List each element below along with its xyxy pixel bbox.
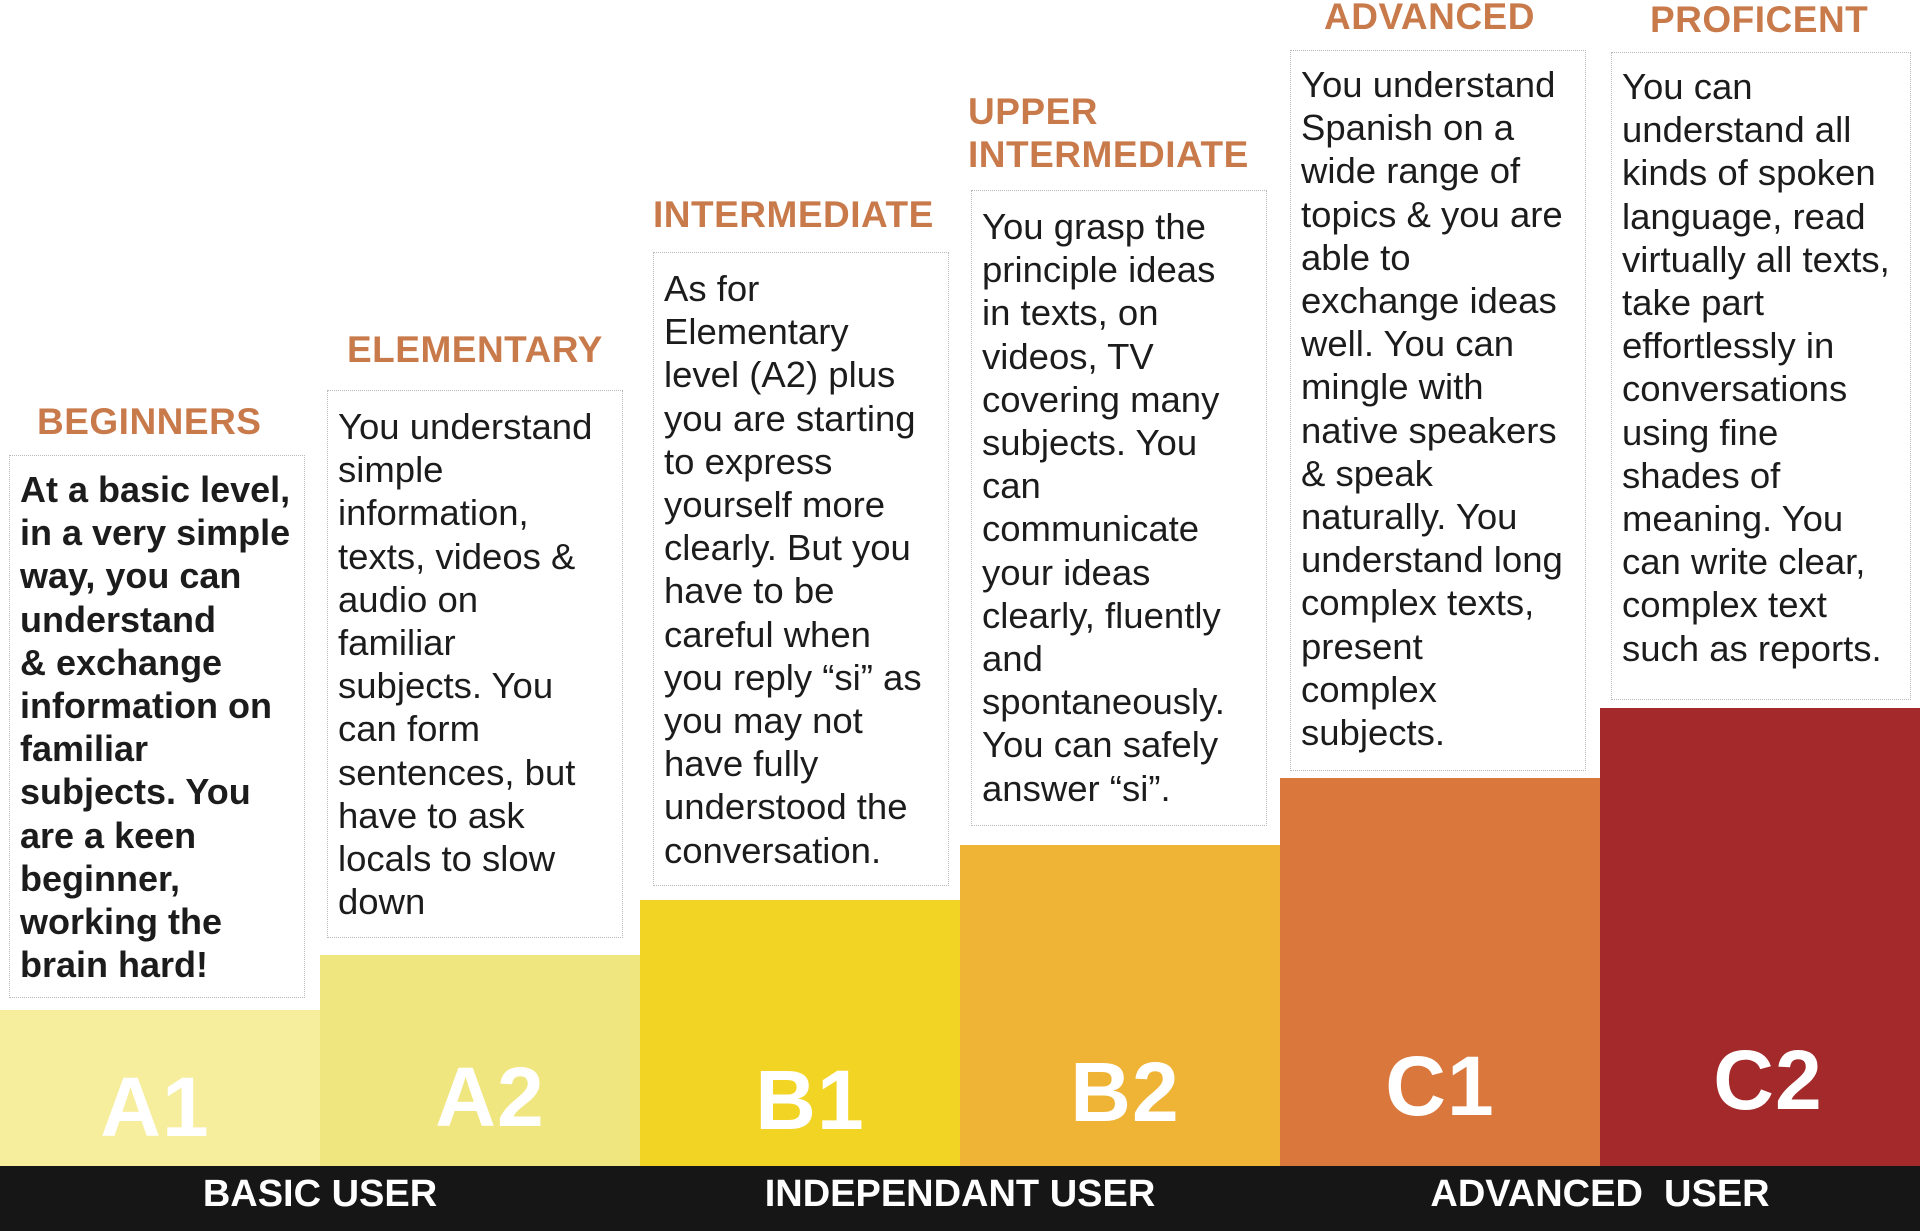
level-description-a1: At a basic level, in a very simple way, … <box>9 455 305 998</box>
level-description-c1: You understand Spanish on a wide range o… <box>1290 50 1586 771</box>
level-heading-elementary: ELEMENTARY <box>347 329 603 370</box>
level-code-c2: C2 <box>1713 1033 1823 1127</box>
user-group-advanced: ADVANCED USER <box>1430 1173 1770 1215</box>
level-heading-beginners: BEGINNERS <box>37 401 262 442</box>
level-heading-upper-intermediate: UPPER INTERMEDIATE <box>968 91 1249 175</box>
step-a2 <box>320 955 640 1166</box>
level-heading-intermediate: INTERMEDIATE <box>653 194 934 235</box>
level-code-c1: C1 <box>1385 1039 1495 1133</box>
step-c2 <box>1600 708 1920 1166</box>
step-a1 <box>0 1010 320 1166</box>
level-heading-proficient: PROFICENT <box>1650 0 1869 40</box>
level-code-b1: B1 <box>755 1053 865 1147</box>
level-code-b2: B2 <box>1070 1045 1180 1139</box>
level-description-a2: You understand simple information, texts… <box>327 390 623 938</box>
user-group-basic: BASIC USER <box>202 1173 438 1215</box>
level-heading-advanced: ADVANCED <box>1324 0 1535 37</box>
level-description-b1: As for Elementary level (A2) plus you ar… <box>653 252 949 886</box>
level-description-b2: You grasp the principle ideas in texts, … <box>971 190 1267 826</box>
step-b1 <box>640 900 960 1166</box>
level-description-c2: You can understand all kinds of spoken l… <box>1611 52 1911 700</box>
user-group-bar <box>0 1166 1920 1231</box>
level-code-a2: A2 <box>435 1050 545 1144</box>
level-code-a1: A1 <box>100 1060 210 1154</box>
step-c1 <box>1280 778 1600 1166</box>
user-group-independent: INDEPENDANT USER <box>764 1173 1156 1215</box>
step-b2 <box>960 845 1280 1166</box>
